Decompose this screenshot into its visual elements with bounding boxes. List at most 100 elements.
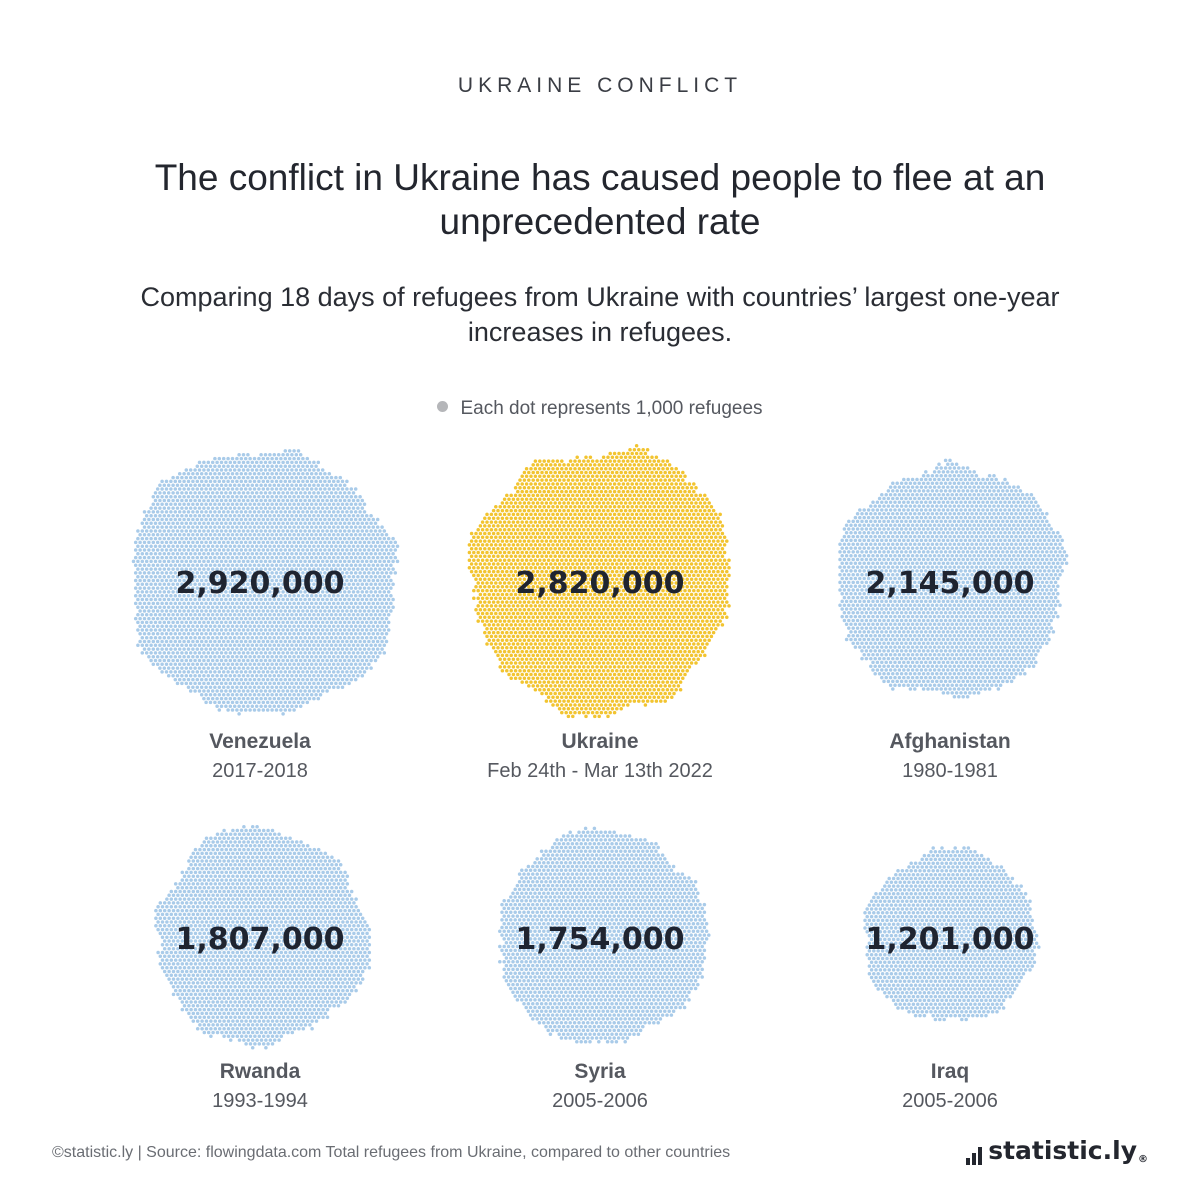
refugee-dot xyxy=(630,451,634,456)
refugee-dot xyxy=(133,593,138,598)
refugee-dot xyxy=(689,539,694,543)
refugee-dot xyxy=(217,487,222,491)
refugee-dot xyxy=(180,613,184,617)
refugee-dot xyxy=(623,539,628,543)
refugee-dot xyxy=(378,613,382,617)
refugee-dot xyxy=(307,628,312,632)
refugee-dot xyxy=(208,639,213,644)
refugee-dot xyxy=(215,536,219,541)
refugee-dot xyxy=(670,497,674,501)
refugee-dot xyxy=(171,605,175,609)
refugee-dot xyxy=(219,605,224,609)
refugee-dot xyxy=(656,497,661,501)
refugee-dot xyxy=(155,654,160,659)
refugee-dot xyxy=(296,479,301,484)
refugee-dot xyxy=(261,647,266,651)
refugee-dot xyxy=(318,517,323,522)
refugee-dot xyxy=(301,578,305,583)
refugee-dot xyxy=(340,540,345,545)
refugee-dot xyxy=(274,654,279,659)
refugee-dot xyxy=(301,624,305,628)
refugee-dot xyxy=(285,544,290,548)
refugee-dot xyxy=(626,512,630,517)
refugee-dot xyxy=(228,529,233,533)
refugee-dot xyxy=(290,590,294,594)
refugee-dot xyxy=(283,654,288,659)
refugee-dot xyxy=(340,533,345,537)
refugee-dot xyxy=(257,685,261,689)
refugee-dot xyxy=(325,635,329,640)
refugee-dot xyxy=(351,529,356,533)
refugee-dot xyxy=(210,544,215,548)
refugee-dot xyxy=(323,647,327,651)
refugee-dot xyxy=(184,635,189,640)
refugee-dot xyxy=(535,478,540,482)
refugee-dot xyxy=(173,662,178,667)
refugee-dot xyxy=(573,543,577,547)
refugee-dot xyxy=(147,525,151,529)
refugee-dot xyxy=(248,677,252,682)
refugee-dot xyxy=(305,632,310,636)
refugee-dot xyxy=(166,643,171,648)
refugee-dot xyxy=(338,674,343,678)
refugee-dot xyxy=(274,517,279,522)
refugee-dot xyxy=(296,662,301,667)
refugee-dot xyxy=(250,689,255,693)
refugee-dot xyxy=(283,632,288,636)
refugee-dot xyxy=(285,704,290,708)
refugee-dot xyxy=(356,605,360,609)
refugee-dot xyxy=(171,506,175,510)
refugee-dot xyxy=(378,544,382,548)
refugee-dot xyxy=(257,670,261,674)
refugee-dot xyxy=(182,586,186,590)
refugee-dot xyxy=(645,455,650,460)
refugee-dot xyxy=(160,662,164,667)
refugee-dot xyxy=(694,539,698,543)
refugee-dot xyxy=(173,510,178,514)
refugee-dot xyxy=(718,520,722,524)
refugee-dot xyxy=(274,510,279,514)
refugee-dot xyxy=(285,475,290,480)
refugee-dot xyxy=(243,571,248,575)
refugee-dot xyxy=(656,558,661,562)
refugee-dot xyxy=(182,578,186,583)
refugee-dot xyxy=(323,593,327,598)
refugee-dot xyxy=(573,505,577,509)
refugee-dot xyxy=(166,658,171,663)
refugee-dot xyxy=(215,643,219,648)
refugee-dot xyxy=(257,609,261,613)
refugee-dot xyxy=(294,460,299,465)
refugee-dot xyxy=(239,662,244,667)
refugee-dot xyxy=(595,520,599,524)
refugee-dot xyxy=(184,521,189,526)
refugee-dot xyxy=(518,508,522,513)
refugee-dot xyxy=(632,516,637,520)
refugee-dot xyxy=(494,505,498,509)
refugee-dot xyxy=(621,543,626,547)
refugee-dot xyxy=(593,470,597,475)
refugee-dot xyxy=(199,624,204,628)
refugee-dot xyxy=(210,681,215,686)
refugee-dot xyxy=(138,593,142,598)
refugee-dot xyxy=(369,521,373,526)
refugee-dot xyxy=(358,601,362,606)
legend-dot-icon xyxy=(437,401,449,412)
refugee-dot xyxy=(362,525,367,529)
refugee-dot xyxy=(375,586,380,590)
refugee-dot xyxy=(318,593,323,598)
refugee-dot xyxy=(661,566,665,570)
refugee-dot xyxy=(213,639,217,644)
refugee-dot xyxy=(663,470,667,475)
refugee-dot xyxy=(667,501,672,505)
refugee-dot xyxy=(290,552,294,556)
refugee-dot xyxy=(263,536,268,541)
refugee-dot xyxy=(582,543,586,547)
refugee-dot xyxy=(303,536,307,541)
refugee-dot xyxy=(309,533,314,537)
refugee-dot xyxy=(173,479,178,484)
refugee-dot xyxy=(568,459,573,463)
refugee-dot xyxy=(505,539,509,543)
refugee-dot xyxy=(659,493,663,498)
refugee-dot xyxy=(336,563,340,568)
refugee-dot xyxy=(191,632,195,636)
